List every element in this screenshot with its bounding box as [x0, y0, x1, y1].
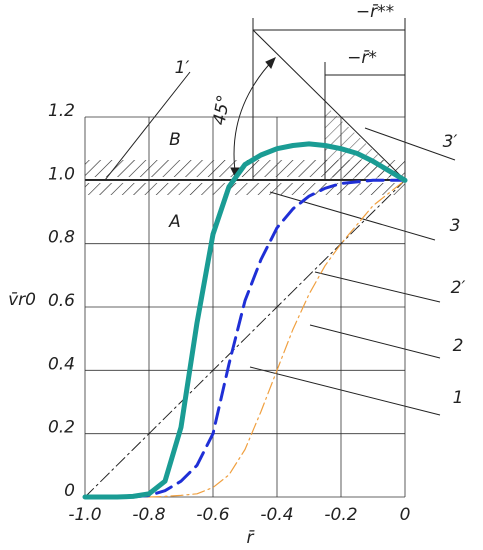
annotation: 3 — [450, 216, 461, 236]
line-series — [84, 179, 406, 498]
line-series — [131, 178, 407, 499]
x-tick-label: -0.2 — [324, 505, 357, 525]
x-tick-label: -0.8 — [132, 505, 165, 525]
x-tick-label: -1.0 — [68, 505, 101, 525]
hatch-triangle — [325, 105, 405, 180]
x-tick-label: -0.4 — [260, 505, 293, 525]
annotation: 45° — [210, 93, 235, 126]
line-series — [82, 141, 408, 500]
y-tick-label: 0.6 — [48, 291, 75, 311]
annotation: 3′ — [443, 132, 458, 152]
annotation: 1′ — [175, 58, 190, 78]
y-tick-label: 1.2 — [48, 101, 75, 121]
y-axis-label: v̄r0 — [8, 290, 36, 310]
annotation: 2 — [453, 336, 464, 356]
annotation: −r̄* — [347, 48, 377, 68]
annotation: 2′ — [451, 278, 466, 298]
y-tick-label: 0 — [64, 481, 75, 501]
y-tick-label: 0.4 — [48, 354, 75, 374]
line-series — [148, 179, 406, 498]
annotation: B — [169, 130, 181, 150]
annotation: 1 — [453, 388, 464, 408]
annotation: −r̄** — [356, 2, 394, 22]
y-tick-label: 0.8 — [48, 228, 75, 248]
dimensions — [104, 18, 456, 416]
annotation: A — [168, 212, 181, 232]
x-tick-label: -0.6 — [196, 505, 229, 525]
x-tick-label: 0 — [400, 505, 411, 525]
hatch-band — [85, 183, 405, 195]
x-axis-label: r̄ — [247, 528, 255, 548]
y-tick-label: 1.0 — [48, 164, 75, 184]
y-tick-label: 0.2 — [48, 418, 75, 438]
